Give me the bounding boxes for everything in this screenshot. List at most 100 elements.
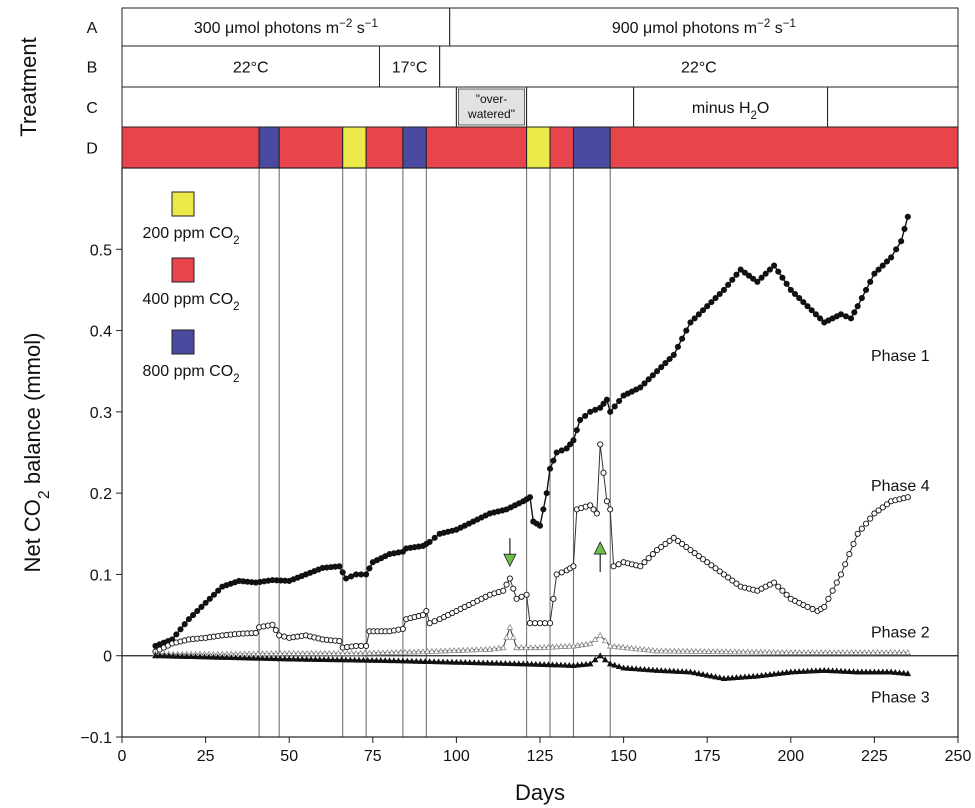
data-point: [312, 655, 319, 662]
data-point: [364, 656, 371, 663]
data-point: [757, 648, 764, 655]
data-point: [691, 669, 698, 676]
data-point: [856, 649, 864, 655]
data-point: [745, 673, 753, 680]
data-point: [679, 540, 686, 547]
data-point: [348, 573, 355, 580]
data-point: [837, 667, 845, 674]
row-label-B: B: [87, 60, 98, 77]
data-point: [363, 571, 370, 578]
data-point: [791, 649, 799, 655]
data-point: [592, 406, 599, 413]
data-point: [692, 647, 700, 654]
data-point: [527, 644, 534, 651]
data-point: [546, 620, 554, 627]
data-point: [775, 268, 782, 275]
series-label: Phase 3: [871, 689, 930, 706]
data-point: [671, 647, 678, 654]
data-point: [336, 563, 343, 570]
data-point: [404, 657, 411, 664]
data-point: [591, 636, 599, 642]
data-point: [804, 303, 811, 310]
data-point: [269, 621, 276, 628]
data-point: [703, 671, 711, 678]
data-point: [368, 656, 376, 663]
data-point: [688, 647, 695, 654]
data-point: [883, 501, 890, 508]
data-point: [653, 666, 661, 673]
data-point: [410, 648, 418, 655]
data-point: [879, 262, 886, 269]
treatment-D-segment: [365, 126, 404, 169]
data-point: [740, 648, 747, 655]
data-point: [210, 653, 217, 660]
data-point: [431, 534, 438, 541]
data-point: [904, 494, 911, 501]
data-point: [753, 648, 760, 655]
row-label-C: C: [86, 100, 98, 117]
data-point: [464, 646, 471, 653]
data-point: [582, 660, 590, 667]
data-point: [636, 645, 644, 652]
data-point: [758, 274, 765, 281]
x-tick-label: 0: [118, 748, 127, 765]
data-point: [662, 540, 669, 547]
data-point: [741, 673, 749, 680]
data-point: [817, 649, 825, 655]
data-point: [178, 652, 186, 659]
data-point: [210, 591, 218, 598]
data-point: [245, 654, 253, 661]
data-point: [645, 555, 652, 562]
x-tick-label: 125: [527, 748, 554, 765]
data-point: [729, 276, 736, 283]
data-point: [259, 654, 266, 661]
data-point: [867, 278, 874, 285]
data-point: [399, 625, 406, 632]
data-point: [446, 647, 453, 654]
data-point: [263, 655, 271, 661]
data-point: [448, 658, 456, 665]
legend-label: 800 ppm CO2: [142, 363, 239, 385]
data-point: [503, 634, 510, 640]
data-point: [336, 638, 343, 645]
data-point: [712, 673, 719, 680]
row-label-A: A: [87, 20, 98, 37]
data-point: [196, 653, 204, 660]
data-point: [607, 408, 614, 415]
data-point: [770, 648, 777, 655]
data-point: [670, 667, 678, 674]
data-point: [553, 661, 560, 668]
series-phase-1: Phase 1: [152, 213, 930, 650]
data-point: [800, 299, 807, 306]
data-point: [813, 649, 821, 655]
data-point: [867, 515, 874, 522]
treatment-C-segment: [633, 86, 829, 128]
data-point: [321, 649, 329, 656]
data-point: [865, 649, 873, 655]
data-point: [557, 643, 565, 650]
data-point: [342, 575, 350, 582]
data-point: [887, 668, 895, 675]
data-point: [883, 668, 891, 675]
treatment-D-segment: [526, 126, 551, 169]
data-point: [615, 561, 622, 568]
data-point: [526, 494, 534, 501]
data-point: [708, 672, 715, 679]
data-point: [783, 648, 790, 655]
data-point: [779, 274, 786, 281]
data-point: [517, 644, 525, 651]
data-point: [550, 595, 557, 602]
data-point: [830, 649, 838, 655]
data-point: [778, 648, 786, 655]
data-point: [603, 396, 610, 403]
data-point: [858, 668, 866, 675]
treatment-D-segment: [258, 126, 280, 169]
data-point: [783, 280, 790, 287]
data-point: [358, 642, 365, 650]
data-point: [334, 649, 342, 656]
data-point: [346, 656, 354, 663]
data-point: [615, 663, 623, 670]
axes: 0 25 50 75 100 125 150 175 200 225 250 −0.1 0 0.1 0.2 0…: [20, 167, 971, 805]
series-label: Phase 1: [871, 348, 930, 365]
data-point: [281, 655, 289, 662]
